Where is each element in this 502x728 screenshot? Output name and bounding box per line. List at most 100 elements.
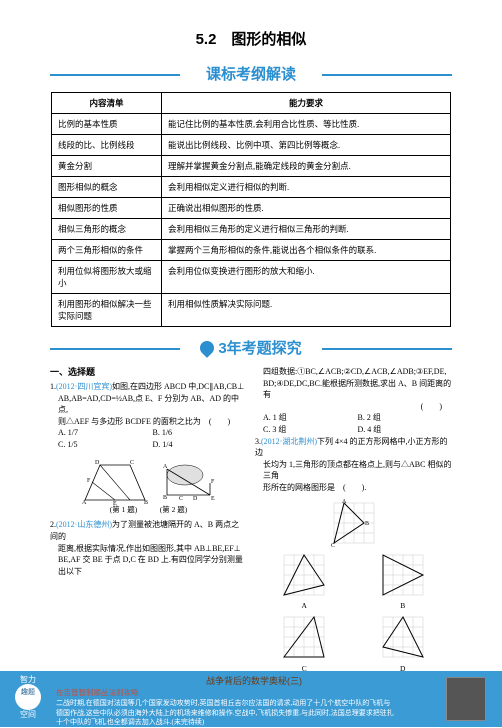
cell: 会利用相似三角形的定义进行相似三角形的判断. [162,219,451,240]
table-row: 线段的比、比例线段能说出比例线段、比例中项、第四比例等概念. [52,135,451,156]
svg-text:D: D [193,496,198,502]
cell: 利用相似性质解决实际问题. [162,294,451,327]
cell: 理解并掌握黄金分割点,能确定线段的黄金分割点. [162,156,451,177]
th-ability: 能力要求 [162,93,451,114]
cell: 能说出比例线段、比例中项、第四比例等概念. [162,135,451,156]
q1-cap: (第 1 题) [110,505,138,514]
grid-b-icon [380,552,426,598]
banner-syllabus: 课标考纲解读 [0,63,502,84]
svg-text:F: F [211,479,215,485]
cell: 相似图形的性质 [52,198,162,219]
footer-label: 智力 趣题 空间 [12,676,44,719]
syllabus-table: 内容清单 能力要求 比例的基本性质能记住比例的基本性质,会利用合比性质、等比性质… [51,92,451,327]
svg-text:B: B [163,495,167,501]
q2-line: 四组数据:①BC,∠ACB;②CD,∠ACB,∠ADB;③EF,DE, [255,366,452,378]
cell: 正确说出相似图形的性质. [162,198,451,219]
svg-text:D: D [95,460,100,466]
sub-heading-choice: 一、选择题 [50,366,247,379]
opt-label: B [358,601,447,612]
opt-label: A [260,601,349,612]
footer-text: 二战时期,在德国对法国等几个国家发动攻势时,英国首相丘吉尔应法国的请求,动用了十… [56,699,452,708]
svg-text:B: B [144,500,148,505]
opt: B. 2 组 [358,412,453,424]
footer-label-circle: 趣题 [15,684,41,710]
q1-figure: A B C D E F A B C D E [50,455,247,516]
opt: D. 4 组 [358,424,453,436]
q3-opt-c: C [260,614,349,675]
q2-src: (2012·山东德州) [56,520,112,529]
th-content: 内容清单 [52,93,162,114]
questions-columns: 一、选择题 1.(2012·四川宜宾)如图,在四边形 ABCD 中,DC∥AB,… [50,366,452,688]
svg-text:B: B [365,521,369,527]
footer-subtitle: 在吉普智制顺丛法则攻略. [56,688,452,698]
footer-label-top: 智力 [12,676,44,684]
cell: 会利用位似变换进行图形的放大和缩小. [162,261,451,294]
svg-text:C: C [130,460,134,466]
col-right: 四组数据:①BC,∠ACB;②CD,∠ACB,∠ADB;③EF,DE, BD;④… [255,366,452,688]
table-row: 相似图形的性质正确说出相似图形的性质. [52,198,451,219]
opt: C. 3 组 [263,424,358,436]
opt: A. 1 组 [263,412,358,424]
col-left: 一、选择题 1.(2012·四川宜宾)如图,在四边形 ABCD 中,DC∥AB,… [50,366,247,688]
q1-src: (2012·四川宜宾) [56,382,112,391]
svg-text:A: A [82,500,87,505]
cell: 会利用相似定义进行相似的判断. [162,177,451,198]
table-row: 图形相似的概念会利用相似定义进行相似的判断. [52,177,451,198]
q3-src: (2012·湖北荆州) [261,437,317,446]
banner-exam-title: 3年考题探究 [192,337,309,358]
opt: A. 1/7 [58,427,153,439]
q1-opts: A. 1/7 B. 1/6 C. 1/5 D. 1/4 [50,427,247,450]
banner-syllabus-title: 课标考纲解读 [198,63,304,84]
footer-label-bot: 空间 [12,711,44,719]
footer: 战争背后的数学奥秘(三) 在吉普智制顺丛法则攻略. 二战时期,在德国对法国等几个… [0,671,502,727]
q3-opt-b: B [358,552,447,613]
cell: 图形相似的概念 [52,177,162,198]
table-row: 利用图形的相似解决一些实际问题利用相似性质解决实际问题. [52,294,451,327]
svg-text:A: A [342,499,347,505]
svg-text:F: F [87,478,91,484]
fig-pond-icon: A B C D E F [155,455,223,505]
q2-opts: A. 1 组 B. 2 组 C. 3 组 D. 4 组 [255,412,452,435]
cell: 掌握两个三角形相似的条件,能说出各个相似条件的联系. [162,240,451,261]
cell: 线段的比、比例线段 [52,135,162,156]
q3-ref-figure: C A B [255,498,452,548]
footer-text: 德国作战,这些中队必须由海外大陆上的机场来维修和操作.空战中,飞机损失惨重.与此… [56,709,452,718]
cell: 能记住比例的基本性质,会利用合比性质、等比性质. [162,114,451,135]
question-2: 2.(2012·山东德州)为了测量被池塘隔开的 A、B 两点之间的 距离,根据实… [50,519,247,577]
cell: 黄金分割 [52,156,162,177]
q1-line: 如图,在四边形 ABCD 中,DC∥AB,CB⊥ [112,382,244,391]
grid-a-icon [281,552,327,598]
q1-line: 则△AEF 与多边形 BCDFE 的面积之比为 ( ) [50,416,247,428]
table-row: 两个三角形相似的条件掌握两个三角形相似的条件,能说出各个相似条件的联系. [52,240,451,261]
table-row: 利用位似将图形放大或缩小会利用位似变换进行图形的放大和缩小. [52,261,451,294]
q1-line: AB,AB=AD,CD=½AB,点 E、F 分别为 AB、AD 的中点, [50,393,247,416]
cell: 两个三角形相似的条件 [52,240,162,261]
svg-text:C: C [179,496,183,502]
svg-text:A: A [163,464,168,470]
q3-opt-a: A [260,552,349,613]
banner-exam-text: 3年考题探究 [218,340,301,357]
q3-line: 形所在的网格图形是 ( ). [255,482,452,494]
q3-line: 长均为 1,三角形的顶点都在格点上,则与△ABC 相似的三角 [255,459,452,482]
grid-ref-icon: C A B [329,498,379,548]
q2-line: 距离,根据实际情况,作出如图图形,其中 AB⊥BE,EF⊥ [50,543,247,555]
q2-cap: (第 2 题) [160,505,188,514]
question-3: 3.(2012·湖北荆州)下列 4×4 的正方形网格中,小正方形的边 长均为 1… [255,436,452,688]
q2-line: ( ) [255,401,452,413]
cell: 利用图形的相似解决一些实际问题 [52,294,162,327]
table-row: 相似三角形的概念会利用相似三角形的定义进行相似三角形的判断. [52,219,451,240]
table-row: 黄金分割理解并掌握黄金分割点,能确定线段的黄金分割点. [52,156,451,177]
q3-opt-d: D [358,614,447,675]
svg-text:C: C [331,543,335,548]
footer-text: 十个中队的飞机,也全都调去加入战斗.(未完待续) [56,718,452,727]
table-row: 比例的基本性质能记住比例的基本性质,会利用合比性质、等比性质. [52,114,451,135]
banner-exam: 3年考题探究 [0,337,502,358]
footer-photo [446,677,486,721]
q2-line: BD;④DE,DC,BC.能根据所测数据,求出 A、B 间距离的有 [255,378,452,401]
grid-d-icon [380,614,426,660]
opt: B. 1/6 [153,427,248,439]
opt: D. 1/4 [153,439,248,451]
q2-line: BE,AF 交 BE 于点 D,C 在 BD 上.有四位同学分别测量出以下 [50,554,247,577]
fig-trapezoid-icon: A B C D E F [75,455,153,505]
cell: 利用位似将图形放大或缩小 [52,261,162,294]
